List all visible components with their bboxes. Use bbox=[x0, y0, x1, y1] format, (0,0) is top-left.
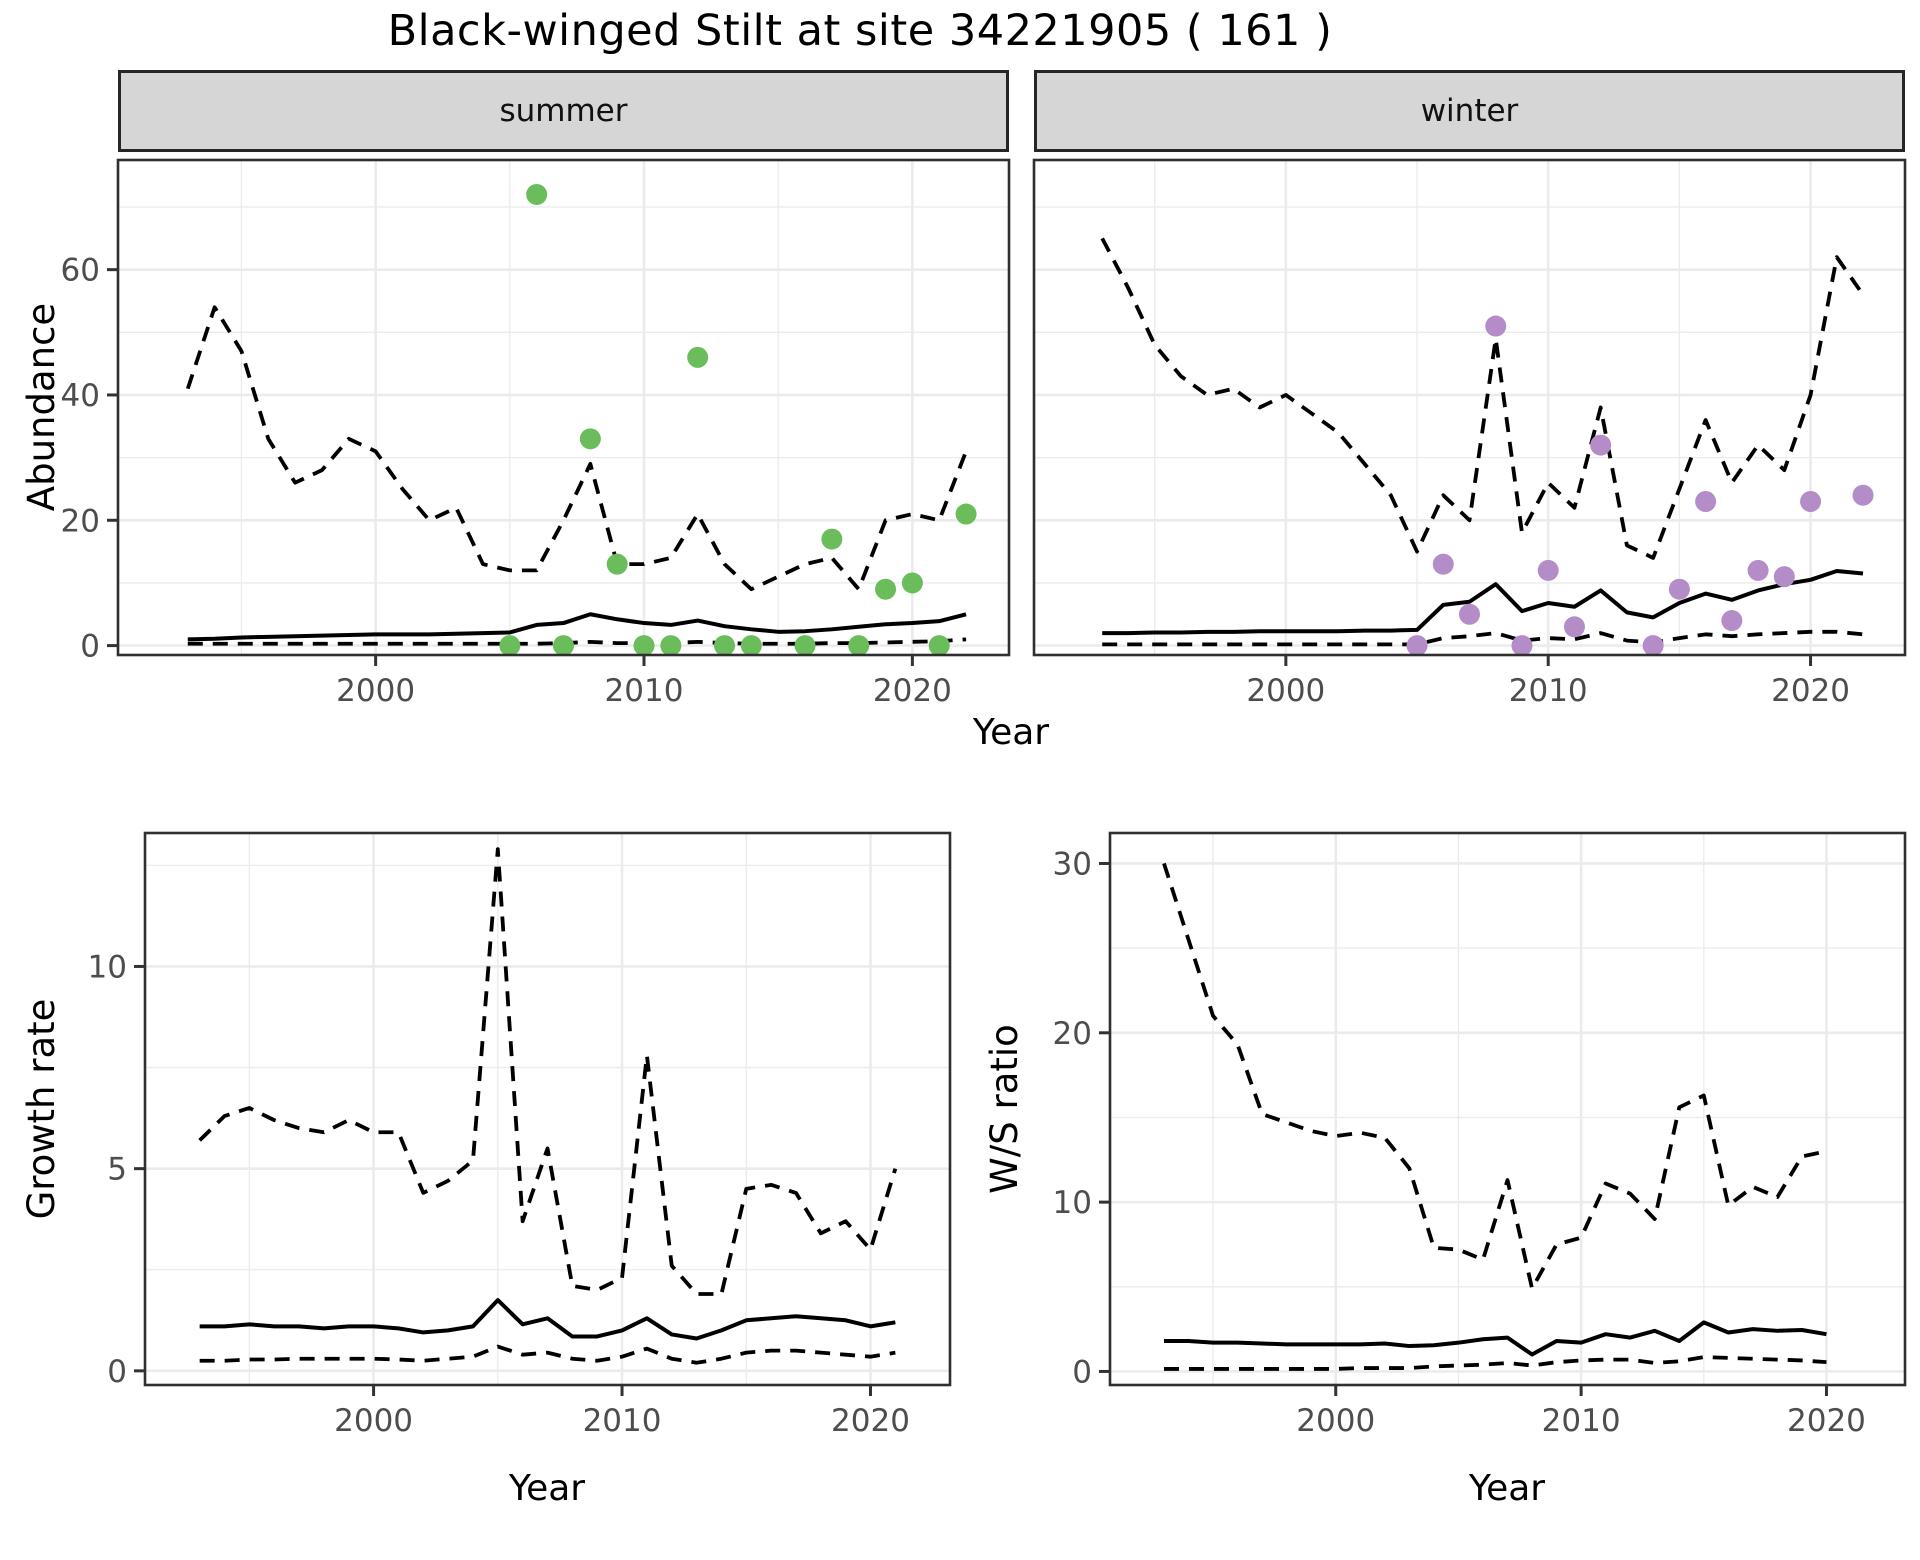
data-point bbox=[1406, 635, 1428, 655]
data-point bbox=[1642, 635, 1664, 655]
y-tick-label: 0 bbox=[107, 1354, 127, 1390]
y-tick-label: 10 bbox=[1053, 1185, 1092, 1221]
data-point bbox=[633, 635, 655, 655]
data-point bbox=[553, 635, 574, 655]
series-mean bbox=[1102, 569, 1864, 636]
y-tick-label: 30 bbox=[1053, 846, 1092, 882]
data-point bbox=[714, 635, 736, 655]
y-axis-title-ws-ratio: W/S ratio bbox=[983, 1024, 1026, 1194]
data-point bbox=[740, 635, 762, 655]
data-point bbox=[687, 346, 709, 368]
data-point bbox=[1563, 616, 1585, 638]
panel-ws-ratio: 2000 2010 2020 0 10 20 30 bbox=[1053, 831, 1907, 1439]
x-tick-label: 2020 bbox=[1771, 673, 1850, 709]
series-mean bbox=[199, 1298, 896, 1341]
x-tick-label: 2020 bbox=[831, 1403, 910, 1439]
series-lower_ci bbox=[1102, 629, 1864, 647]
x-tick-label: 2000 bbox=[1246, 673, 1325, 709]
data-point bbox=[606, 553, 628, 575]
x-tick-label: 2000 bbox=[336, 673, 415, 709]
facet-strip-winter-label: winter bbox=[1420, 93, 1519, 129]
series-mean bbox=[1163, 1320, 1827, 1357]
series-lower_ci bbox=[1163, 1355, 1827, 1371]
panel-border bbox=[143, 831, 952, 1387]
x-axis-title-bottom-left: Year bbox=[508, 1468, 586, 1509]
data-point bbox=[955, 503, 977, 525]
facet-strip-summer: summer bbox=[118, 70, 1009, 152]
data-point bbox=[901, 572, 923, 594]
gridlines bbox=[1110, 833, 1905, 1385]
panel-border bbox=[1032, 158, 1907, 657]
series-lower_ci bbox=[187, 637, 967, 646]
y-tick-label: 40 bbox=[61, 378, 100, 414]
data-point bbox=[1773, 566, 1795, 588]
series-upper_ci bbox=[185, 305, 968, 592]
data-point bbox=[875, 578, 897, 600]
x-tick-label: 2010 bbox=[605, 673, 684, 709]
data-point bbox=[579, 428, 601, 450]
data-point bbox=[794, 635, 816, 655]
series-upper_ci bbox=[198, 847, 898, 1296]
x-tick-label: 2010 bbox=[583, 1403, 662, 1439]
data-point bbox=[1590, 434, 1612, 456]
y-axis-title-abundance: Abundance bbox=[20, 302, 63, 512]
data-point bbox=[526, 183, 548, 205]
y-axis-title-growth-rate: Growth rate bbox=[20, 998, 63, 1220]
panel-border bbox=[116, 158, 1011, 657]
x-tick-label: 2020 bbox=[1787, 1403, 1866, 1439]
data-point bbox=[1721, 610, 1743, 632]
x-axis-title-bottom-right: Year bbox=[1468, 1468, 1546, 1509]
panel-abundance-winter: 2000 2010 2020 bbox=[1032, 158, 1907, 709]
x-tick-label: 2020 bbox=[873, 673, 952, 709]
x-tick-label: 2010 bbox=[1542, 1403, 1621, 1439]
panel-border bbox=[1108, 831, 1907, 1387]
series-mean bbox=[187, 612, 967, 642]
x-axis-title-top: Year bbox=[972, 712, 1050, 753]
data-point bbox=[848, 635, 870, 655]
series-lower_ci bbox=[199, 1344, 896, 1365]
x-tick-label: 2000 bbox=[1296, 1403, 1375, 1439]
y-tick-label: 10 bbox=[88, 949, 127, 985]
gridlines bbox=[118, 160, 1009, 655]
data-point bbox=[660, 635, 682, 655]
points-observed_counts bbox=[1406, 315, 1874, 655]
y-tick-label: 20 bbox=[61, 503, 100, 539]
data-point bbox=[1747, 559, 1769, 581]
data-point bbox=[1800, 490, 1822, 512]
data-point bbox=[928, 635, 950, 655]
y-tick-label: 0 bbox=[80, 629, 100, 665]
panel-background bbox=[145, 833, 950, 1385]
data-point bbox=[1511, 635, 1533, 655]
plot-title: Black-winged Stilt at site 34221905 ( 16… bbox=[387, 6, 1333, 56]
facet-strip-winter: winter bbox=[1034, 70, 1905, 152]
panel-background bbox=[1034, 160, 1905, 655]
panel-background bbox=[118, 160, 1009, 655]
x-tick-label: 2010 bbox=[1509, 673, 1588, 709]
y-tick-label: 5 bbox=[107, 1152, 127, 1188]
y-tick-label: 60 bbox=[61, 253, 100, 289]
data-point bbox=[1459, 603, 1480, 625]
series-upper_ci bbox=[1162, 862, 1827, 1291]
facet-strip-summer-label: summer bbox=[499, 93, 628, 129]
data-point bbox=[821, 528, 843, 550]
panel-background bbox=[1110, 833, 1905, 1385]
x-tick-label: 2000 bbox=[334, 1403, 413, 1439]
points-observed_counts bbox=[499, 183, 977, 655]
data-point bbox=[1695, 490, 1717, 512]
y-tick-label: 0 bbox=[1072, 1354, 1092, 1390]
data-point bbox=[1485, 315, 1507, 337]
data-point bbox=[1668, 578, 1690, 600]
y-tick-label: 20 bbox=[1053, 1016, 1092, 1052]
panel-growth-rate: 2000 2010 2020 0 5 10 bbox=[88, 831, 952, 1439]
series-upper_ci bbox=[1100, 237, 1865, 560]
data-point bbox=[499, 635, 521, 655]
data-point bbox=[1852, 484, 1874, 506]
data-point bbox=[1537, 559, 1559, 581]
data-point bbox=[1432, 553, 1454, 575]
panel-abundance-summer: 2000 2010 2020 0 20 40 60 bbox=[61, 158, 1011, 709]
